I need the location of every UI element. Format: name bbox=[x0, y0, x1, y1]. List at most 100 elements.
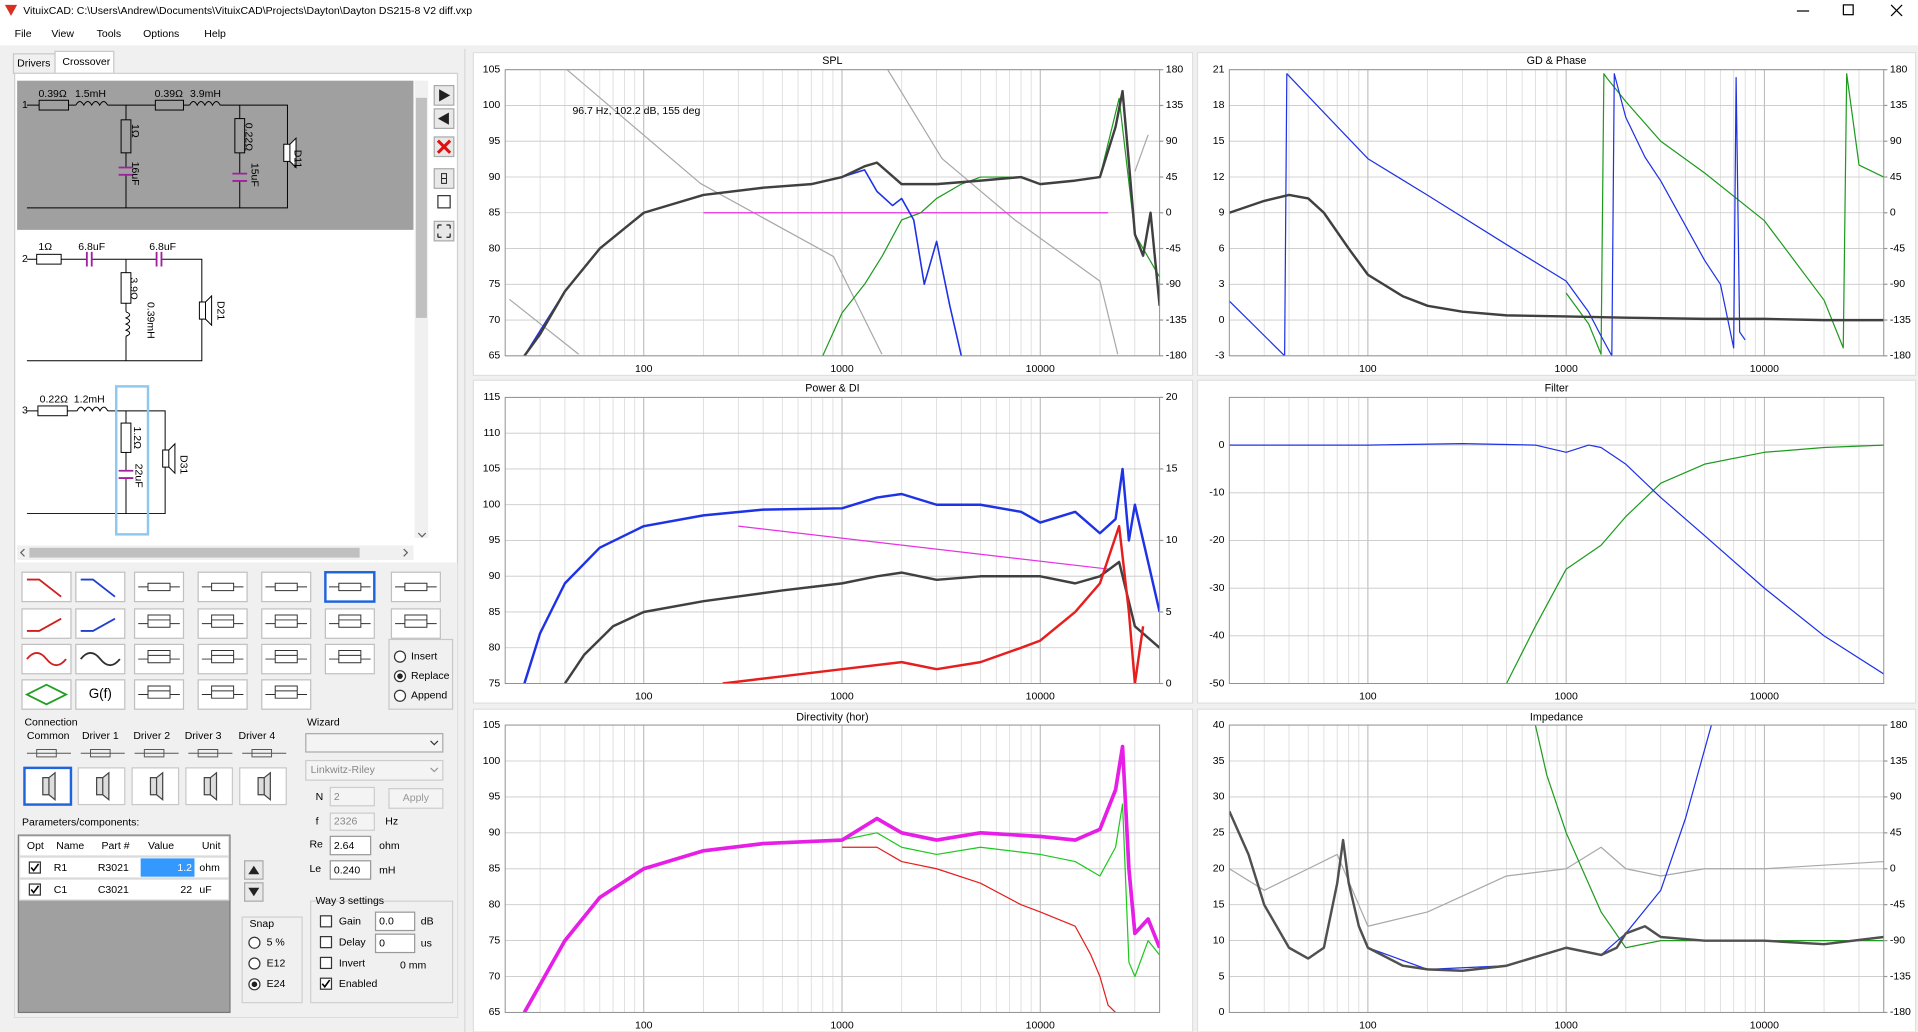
checkbox[interactable] bbox=[319, 956, 333, 970]
y2-tick-label: 135 bbox=[1890, 755, 1908, 767]
side-toolbar bbox=[433, 84, 455, 242]
checkbox[interactable] bbox=[319, 915, 333, 928]
y-tick-label: -50 bbox=[1209, 677, 1224, 689]
textbox[interactable] bbox=[329, 860, 372, 880]
component-label: 0.39Ω bbox=[38, 88, 66, 100]
connection-buttons bbox=[23, 749, 287, 806]
y2-tick-label: -135 bbox=[1890, 314, 1911, 326]
plot-frame bbox=[1196, 51, 1917, 376]
snap-radios: 5 % E12 E24 bbox=[248, 936, 286, 991]
radio[interactable] bbox=[393, 689, 407, 702]
tool-button[interactable] bbox=[21, 608, 72, 639]
radio[interactable] bbox=[248, 936, 261, 949]
button-label[interactable]: Apply bbox=[403, 792, 430, 804]
close-button[interactable] bbox=[1890, 4, 1903, 17]
dropdown[interactable] bbox=[305, 733, 444, 753]
dropdown[interactable] bbox=[305, 759, 444, 781]
mode-label: Replace bbox=[411, 670, 450, 682]
group-title: Snap bbox=[250, 918, 275, 930]
selected-cell[interactable] bbox=[140, 858, 195, 877]
button[interactable] bbox=[437, 195, 451, 209]
curve bbox=[1229, 810, 1884, 972]
y-tick-label: 70 bbox=[489, 970, 501, 982]
table-row[interactable] bbox=[18, 878, 230, 901]
radio-dot bbox=[397, 673, 403, 679]
y-tick-label: 90 bbox=[489, 827, 501, 839]
button[interactable] bbox=[433, 220, 455, 242]
resistor bbox=[234, 118, 246, 154]
menu-item[interactable]: Options bbox=[143, 28, 179, 40]
plot-title: Filter bbox=[1545, 383, 1569, 395]
unit: ohm bbox=[379, 840, 400, 852]
y2-tick-label: -90 bbox=[1890, 278, 1905, 290]
table-header bbox=[18, 835, 230, 857]
apply-button[interactable] bbox=[388, 788, 444, 809]
textbox[interactable] bbox=[329, 812, 375, 831]
plot-area bbox=[1228, 69, 1885, 357]
menu-item[interactable]: File bbox=[15, 28, 32, 40]
driver-icon bbox=[203, 771, 218, 801]
y-tick-label: 35 bbox=[1213, 755, 1225, 767]
textbox[interactable] bbox=[329, 835, 372, 856]
checkbox[interactable] bbox=[319, 936, 333, 949]
menu-item[interactable]: Tools bbox=[97, 28, 122, 40]
resistor bbox=[38, 99, 69, 111]
curve bbox=[1229, 193, 1884, 322]
driver-icon bbox=[257, 771, 271, 801]
radio[interactable] bbox=[248, 957, 261, 970]
curve bbox=[523, 89, 1160, 356]
tool-icon bbox=[395, 582, 437, 592]
y-tick-label: 100 bbox=[483, 755, 501, 767]
radio[interactable] bbox=[393, 650, 407, 663]
cell: ohm bbox=[199, 862, 220, 874]
function-button-label[interactable]: G(f) bbox=[89, 686, 112, 701]
tab-label[interactable]: Crossover bbox=[62, 56, 110, 68]
checkbox[interactable] bbox=[28, 883, 41, 896]
y-tick-label: 65 bbox=[489, 350, 501, 362]
scroll-thumb[interactable] bbox=[415, 97, 427, 318]
component-label: 0.39mH bbox=[145, 302, 157, 339]
menu-item[interactable]: Help bbox=[204, 28, 226, 40]
scroll-thumb[interactable] bbox=[29, 547, 360, 558]
checkbox[interactable] bbox=[28, 861, 41, 874]
textbox[interactable] bbox=[374, 933, 416, 954]
tool-icon bbox=[138, 582, 180, 592]
y-tick-label: 80 bbox=[489, 642, 501, 654]
dropdown[interactable] bbox=[329, 786, 375, 807]
y-tick-label: 70 bbox=[489, 314, 501, 326]
tool-button[interactable] bbox=[21, 571, 72, 603]
field-label: Invert bbox=[339, 957, 365, 969]
driver-label: Driver 1 bbox=[82, 730, 119, 742]
y2-tick-label: 5 bbox=[1166, 606, 1172, 618]
menu-bar bbox=[0, 22, 1918, 46]
capacitor bbox=[85, 251, 163, 267]
plot-area bbox=[1228, 396, 1885, 685]
cell: uF bbox=[199, 884, 211, 896]
app-icon bbox=[4, 4, 18, 16]
menu-item[interactable]: View bbox=[51, 28, 74, 40]
driver-label: Driver 2 bbox=[133, 730, 170, 742]
x-tick-label: 10000 bbox=[1750, 1020, 1779, 1032]
tool-button[interactable] bbox=[75, 571, 126, 603]
component-label: 16uF bbox=[129, 162, 141, 186]
y-tick-label: 105 bbox=[483, 463, 501, 475]
driver-label: Driver 3 bbox=[185, 730, 222, 742]
component-label: 6.8uF bbox=[149, 241, 176, 253]
tool-button[interactable] bbox=[75, 679, 126, 710]
tab-label[interactable]: Drivers bbox=[17, 57, 50, 69]
field-value: 0.0 bbox=[379, 916, 394, 928]
tool-icon bbox=[265, 650, 308, 664]
y-tick-label: 9 bbox=[1219, 207, 1225, 219]
field-value: 0.240 bbox=[334, 864, 360, 876]
check-mark bbox=[30, 885, 40, 894]
unit: us bbox=[421, 938, 432, 950]
component-label: 1Ω bbox=[129, 124, 141, 138]
checkbox[interactable] bbox=[319, 977, 333, 990]
curve bbox=[722, 524, 1145, 684]
maximize-button[interactable] bbox=[1842, 4, 1854, 16]
textbox[interactable] bbox=[374, 911, 416, 932]
tool-button[interactable] bbox=[75, 608, 126, 639]
field-label: N bbox=[316, 791, 324, 803]
plot-area bbox=[1228, 724, 1885, 1013]
y2-tick-label: 20 bbox=[1166, 391, 1178, 403]
